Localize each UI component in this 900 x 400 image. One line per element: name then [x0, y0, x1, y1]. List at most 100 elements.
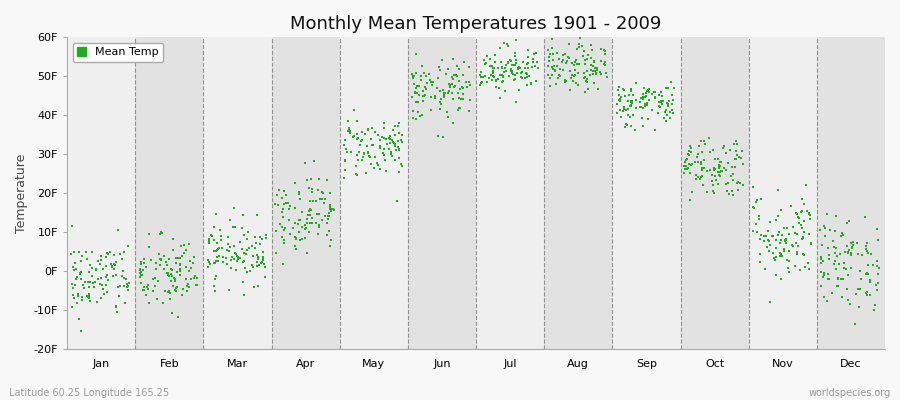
Point — [106, 261, 121, 267]
Point — [165, 272, 179, 279]
Point — [622, 92, 636, 98]
Point — [354, 138, 368, 144]
Point — [176, 292, 190, 298]
Point — [441, 65, 455, 72]
Point — [322, 202, 337, 208]
Point — [408, 90, 422, 96]
Point — [463, 96, 477, 103]
Point — [343, 130, 357, 136]
Point — [624, 103, 638, 109]
Point — [682, 160, 697, 167]
Point — [515, 69, 529, 75]
Point — [473, 68, 488, 75]
Point — [790, 211, 805, 217]
Point — [354, 138, 368, 144]
Point — [409, 85, 423, 91]
Point — [766, 233, 780, 239]
Point — [685, 189, 699, 196]
Point — [388, 156, 402, 163]
Point — [106, 252, 121, 258]
Point — [383, 149, 398, 155]
Point — [83, 298, 97, 304]
Point — [184, 276, 199, 283]
Point — [473, 73, 488, 80]
Point — [860, 248, 875, 254]
Point — [786, 243, 800, 250]
Point — [562, 68, 577, 74]
Point — [801, 260, 815, 266]
Point — [249, 263, 264, 269]
Point — [770, 244, 784, 251]
Point — [543, 51, 557, 58]
Point — [752, 215, 766, 222]
Point — [112, 284, 126, 290]
Point — [391, 198, 405, 204]
Point — [871, 271, 886, 277]
Point — [66, 264, 80, 270]
Point — [100, 272, 114, 278]
Point — [513, 65, 527, 71]
Point — [224, 265, 238, 272]
Point — [548, 68, 562, 74]
Point — [80, 256, 94, 262]
Point — [251, 254, 266, 260]
Point — [154, 256, 168, 262]
Point — [431, 133, 446, 140]
Point — [527, 51, 542, 57]
Point — [640, 102, 654, 108]
Point — [105, 263, 120, 269]
Point — [831, 283, 845, 289]
Point — [842, 301, 857, 307]
Point — [320, 220, 334, 226]
Point — [226, 223, 240, 230]
Point — [590, 86, 605, 92]
Point — [863, 279, 878, 286]
Point — [628, 127, 643, 134]
Point — [405, 71, 419, 77]
Point — [410, 90, 425, 96]
Point — [86, 280, 100, 286]
Point — [501, 73, 516, 79]
Point — [85, 265, 99, 272]
Point — [612, 84, 626, 90]
Point — [238, 265, 252, 271]
Point — [250, 212, 265, 218]
Point — [659, 84, 673, 91]
Point — [416, 92, 430, 99]
Point — [861, 262, 876, 268]
Point — [629, 80, 643, 86]
Point — [590, 67, 604, 74]
Point — [304, 175, 319, 182]
Point — [414, 72, 428, 79]
Point — [518, 74, 532, 81]
Point — [774, 207, 788, 213]
Point — [572, 44, 586, 50]
Point — [734, 180, 748, 186]
Point — [508, 50, 522, 56]
Point — [162, 272, 176, 279]
Point — [633, 99, 647, 105]
Point — [637, 101, 652, 107]
Point — [340, 118, 355, 124]
Point — [317, 200, 331, 206]
Point — [249, 252, 264, 258]
Point — [779, 256, 794, 263]
Point — [586, 68, 600, 74]
Point — [662, 114, 677, 121]
Point — [300, 250, 314, 256]
Point — [137, 284, 151, 290]
Point — [235, 245, 249, 252]
Bar — [339, 37, 408, 349]
Point — [101, 276, 115, 283]
Point — [664, 100, 679, 107]
Point — [506, 70, 520, 77]
Point — [375, 134, 390, 141]
Point — [188, 272, 202, 279]
Point — [662, 98, 676, 104]
Point — [695, 173, 709, 179]
Point — [797, 218, 812, 224]
Point — [802, 231, 816, 238]
Point — [425, 82, 439, 88]
Point — [659, 118, 673, 124]
Point — [455, 91, 470, 97]
